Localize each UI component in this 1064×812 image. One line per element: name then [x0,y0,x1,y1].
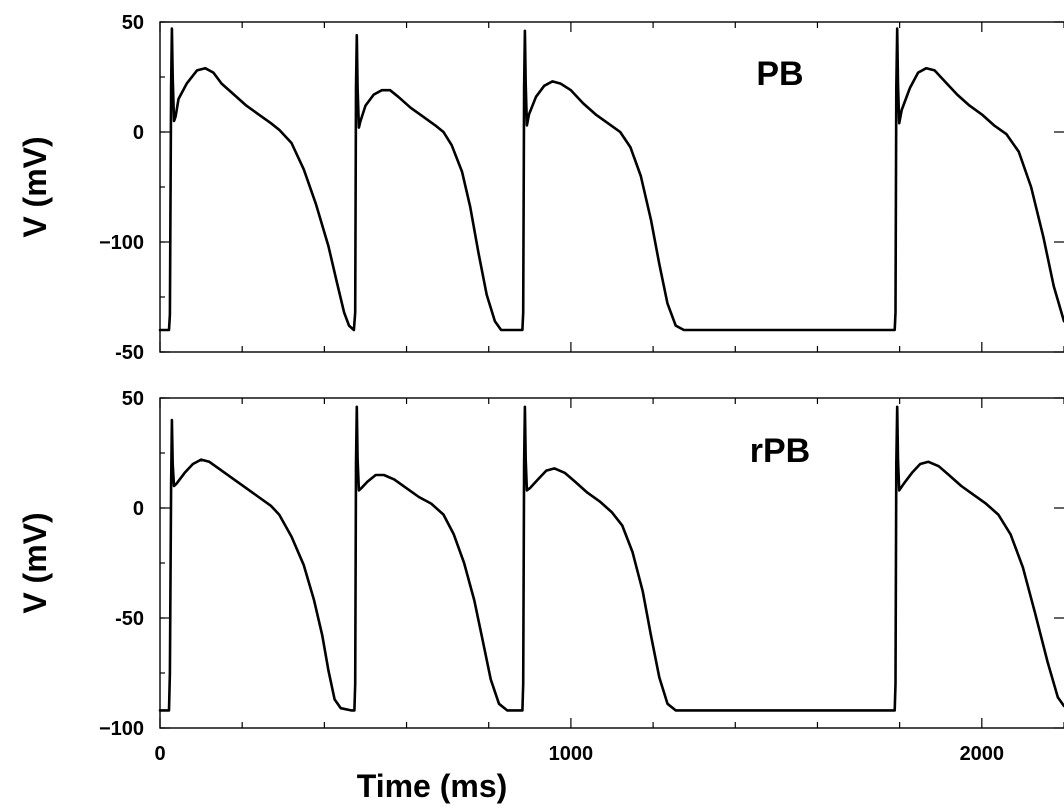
top-plot-frame [159,21,1064,353]
x-tick-label: 0 [154,743,165,765]
bottom-y-tick-label: -50 [115,608,144,630]
bottom-panel-rpb: 50 0 -50 −100 0 1000 2000 V (mV) rPB [17,388,1064,765]
bottom-y-axis-title: V (mV) [17,512,53,613]
x-tick-label: 1000 [549,743,594,765]
top-y-tick-label: 0 [133,122,144,144]
bottom-panel-label: rPB [750,432,810,470]
bottom-y-tick-label: 0 [133,498,144,520]
top-panel-pb: 50 0 −100 -50 V (mV) PB [17,12,1064,364]
bottom-y-tick-label: −100 [99,718,144,740]
bottom-plot-frame [159,397,1064,729]
top-voltage-trace [158,27,1064,332]
top-y-axis-title: V (mV) [17,136,53,237]
top-panel-label: PB [756,55,803,93]
x-axis-title: Time (ms) [357,768,508,804]
x-tick-label: 2000 [960,743,1005,765]
top-y-tick-label: -50 [115,342,144,364]
bottom-voltage-trace [158,405,1064,712]
bottom-y-tick-label: 50 [122,388,144,410]
top-y-tick-label: −100 [99,232,144,254]
top-y-tick-label: 50 [122,12,144,34]
